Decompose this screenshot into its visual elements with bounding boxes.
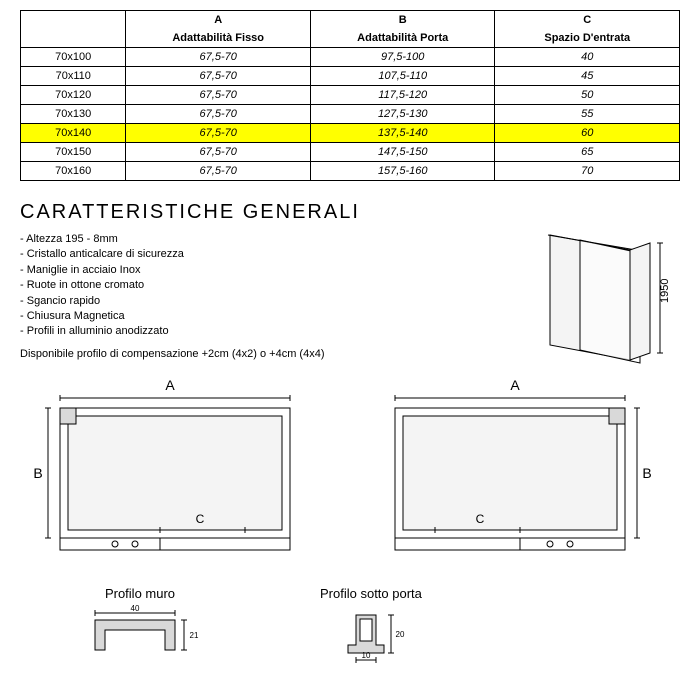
row-label: 70x160 [21,162,126,181]
svg-text:20: 20 [395,630,404,639]
table-row: 70x10067,5-7097,5-10040 [21,48,680,67]
cell-a: 67,5-70 [126,143,311,162]
iso-diagram: 1950 [530,225,670,375]
table-row: 70x14067,5-70137,5-14060 [21,124,680,143]
row-label: 70x130 [21,105,126,124]
svg-text:A: A [510,378,520,393]
iso-height-label: 1950 [659,279,670,303]
cell-c: 60 [495,124,680,143]
table-row: 70x13067,5-70127,5-13055 [21,105,680,124]
svg-text:40: 40 [131,605,140,613]
row-label: 70x120 [21,86,126,105]
cell-a: 67,5-70 [126,67,311,86]
row-label: 70x100 [21,48,126,67]
svg-text:B: B [33,465,42,481]
table-row: 70x12067,5-70117,5-12050 [21,86,680,105]
th-c-sub: Spazio D'entrata [495,29,680,48]
row-label: 70x110 [21,67,126,86]
cell-a: 67,5-70 [126,105,311,124]
cell-c: 40 [495,48,680,67]
table-row: 70x11067,5-70107,5-11045 [21,67,680,86]
th-a-sub: Adattabilità Fisso [126,29,311,48]
th-b: B [310,11,495,30]
svg-text:A: A [165,378,175,393]
section-title: CARATTERISTICHE GENERALI [20,201,680,224]
profile-wall-title: Profilo muro [80,586,200,601]
cell-b: 147,5-150 [310,143,495,162]
profile-under-title: Profilo sotto porta [320,586,422,601]
table-row: 70x15067,5-70147,5-15065 [21,143,680,162]
svg-text:10: 10 [361,651,370,660]
plan-right: A B C [365,378,665,568]
plan-diagrams: A B C [20,378,680,571]
svg-text:B: B [642,465,651,481]
th-blank-sub [21,29,126,48]
cell-b: 97,5-100 [310,48,495,67]
profile-under-svg: 20 10 [326,605,416,665]
cell-c: 55 [495,105,680,124]
profile-wall-svg: 40 21 [80,605,200,665]
th-b-sub: Adattabilità Porta [310,29,495,48]
cell-c: 70 [495,162,680,181]
row-label: 70x150 [21,143,126,162]
cell-a: 67,5-70 [126,48,311,67]
cell-a: 67,5-70 [126,124,311,143]
th-c: C [495,11,680,30]
cell-c: 45 [495,67,680,86]
cell-b: 107,5-110 [310,67,495,86]
th-blank [21,11,126,30]
dimensions-table: A B C Adattabilità Fisso Adattabilità Po… [20,10,680,181]
plan-left: A B C [20,378,320,568]
table-row: 70x16067,5-70157,5-16070 [21,162,680,181]
cell-a: 67,5-70 [126,162,311,181]
cell-c: 50 [495,86,680,105]
cell-b: 137,5-140 [310,124,495,143]
cell-b: 117,5-120 [310,86,495,105]
svg-text:C: C [476,512,485,526]
profile-sections: Profilo muro 40 21 Profilo sotto porta [20,586,680,668]
svg-text:21: 21 [190,631,199,640]
cell-b: 127,5-130 [310,105,495,124]
cell-a: 67,5-70 [126,86,311,105]
th-a: A [126,11,311,30]
cell-c: 65 [495,143,680,162]
cell-b: 157,5-160 [310,162,495,181]
svg-text:C: C [196,512,205,526]
row-label: 70x140 [21,124,126,143]
